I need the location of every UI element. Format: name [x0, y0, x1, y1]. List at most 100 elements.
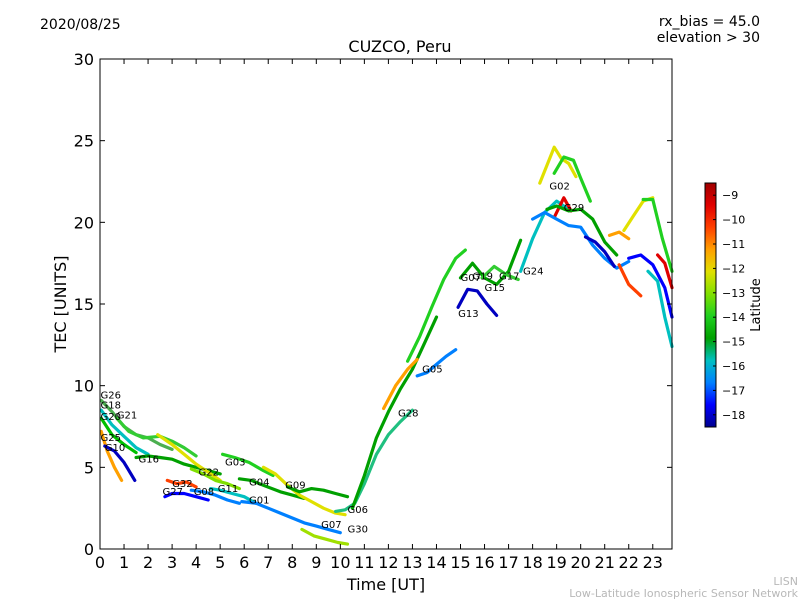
- x-tick-label: 0: [95, 553, 105, 572]
- series-line-g29d: [583, 235, 616, 268]
- series-line-g03: [221, 452, 275, 478]
- y-tick-label: 25: [74, 132, 94, 151]
- rx-bias-param: rx_bias = 45.0: [658, 14, 760, 30]
- x-tick-label: 17: [498, 553, 518, 572]
- x-tick-label: 18: [522, 553, 542, 572]
- series-line-g02b: [552, 155, 592, 203]
- satellite-label: G28: [398, 409, 418, 420]
- colorbar-tick-label: −17: [722, 384, 745, 397]
- chart-title: CUZCO, Peru: [348, 37, 452, 56]
- series-line-g25: [99, 429, 124, 482]
- satellite-label: G05: [422, 365, 442, 376]
- satellite-label: G27: [163, 487, 183, 498]
- x-tick-label: 4: [191, 553, 201, 572]
- parameters-block: rx_bias = 45.0 elevation > 30: [657, 14, 760, 46]
- colorbar-gradient: [704, 182, 717, 428]
- x-tick-label: 5: [215, 553, 225, 572]
- satellite-label: G32: [172, 479, 192, 490]
- colorbar-tick-label: −11: [722, 238, 745, 251]
- satellite-label: G09: [285, 481, 305, 492]
- date-label: 2020/08/25: [40, 17, 121, 33]
- satellite-label: G18: [101, 401, 121, 412]
- x-axis: 0 1 2 3 4 5 6 7 8 9 10 11 12 13 14 15 16 17 18 19 20 21 22 23: [95, 59, 663, 572]
- series-line-g28: [350, 315, 439, 510]
- series-line-g08: [189, 488, 241, 505]
- series-line-g31: [622, 196, 655, 233]
- satellite-label: G26: [101, 391, 121, 402]
- satellite-label: G06: [348, 505, 368, 516]
- x-tick-label: 2: [143, 553, 153, 572]
- y-tick-label: 10: [74, 377, 94, 396]
- satellite-label: G07: [321, 520, 341, 531]
- series-line-g20: [99, 416, 138, 455]
- credit-short: LISN: [773, 575, 798, 588]
- x-tick-label: 23: [643, 553, 663, 572]
- satellite-label: G17: [499, 272, 519, 283]
- satellite-label: G13: [458, 309, 478, 320]
- series-line-g09: [261, 465, 347, 517]
- network-credit: LISN Low-Latitude Ionospheric Sensor Net…: [569, 576, 798, 600]
- satellite-label: G29: [564, 203, 584, 214]
- x-tick-label: 11: [354, 553, 374, 572]
- colorbar-tick-label: −10: [722, 214, 745, 227]
- colorbar-tick-label: −14: [722, 311, 745, 324]
- x-tick-label: 9: [311, 553, 321, 572]
- series-line-g02: [538, 145, 578, 185]
- satellite-label: G20: [101, 412, 121, 423]
- satellite-label: G11: [218, 484, 238, 495]
- satellite-label: G02: [549, 182, 569, 193]
- colorbar-label: Latitude: [749, 278, 764, 332]
- y-tick-label: 15: [74, 295, 94, 314]
- series-line-g23: [156, 433, 222, 482]
- series-line-g29c: [531, 210, 631, 270]
- series-line-g21: [115, 416, 198, 458]
- latitude-colorbar: −9 −10 −11 −12 −13 −14 −15 −16 −17 −18: [704, 182, 745, 428]
- series-group: [99, 145, 674, 546]
- satellite-label: G10: [105, 443, 125, 454]
- y-axis-label: TEC [UNITS]: [51, 256, 70, 354]
- colorbar-tick-label: −15: [722, 336, 745, 349]
- x-axis-label: Time [UT]: [346, 575, 425, 594]
- colorbar-tick-label: −16: [722, 360, 745, 373]
- x-tick-label: 8: [287, 553, 297, 572]
- satellite-label: G21: [117, 410, 137, 421]
- series-line-g29b: [545, 204, 619, 257]
- x-tick-label: 10: [330, 553, 350, 572]
- satellite-label: G03: [225, 458, 245, 469]
- series-line-g31b: [641, 197, 674, 273]
- series-line-g31f: [607, 230, 631, 241]
- colorbar-tick-label: −18: [722, 409, 745, 422]
- series-line-g31c: [617, 263, 643, 298]
- satellite-label: G01: [249, 495, 269, 506]
- y-axis: 0 5 10 15 20 25 30: [74, 50, 672, 559]
- satellite-label: G16: [139, 454, 159, 465]
- y-tick-label: 20: [74, 213, 94, 232]
- y-tick-label: 5: [84, 458, 94, 477]
- satellite-label: G07: [461, 273, 481, 284]
- satellite-label: G25: [101, 433, 121, 444]
- satellite-label: G24: [523, 267, 543, 278]
- x-tick-label: 1: [119, 553, 129, 572]
- series-line-g32: [165, 478, 198, 489]
- satellite-label: G30: [348, 525, 368, 536]
- x-tick-label: 15: [450, 553, 470, 572]
- series-line-g31e: [646, 269, 674, 349]
- series-line-g29: [552, 196, 573, 219]
- x-tick-label: 14: [426, 553, 446, 572]
- x-tick-label: 6: [239, 553, 249, 572]
- series-line-g18: [99, 408, 150, 456]
- x-tick-label: 3: [167, 553, 177, 572]
- series-line-g10: [103, 444, 137, 482]
- credit-full: Low-Latitude Ionospheric Sensor Network: [569, 587, 798, 600]
- satellite-label: G19: [473, 272, 493, 283]
- series-line-g13: [406, 248, 467, 363]
- series-line-g22: [189, 467, 241, 491]
- satellite-label: G08: [194, 487, 214, 498]
- colorbar-tick-label: −12: [722, 262, 745, 275]
- series-line-g30: [300, 527, 350, 546]
- series-line-g07: [285, 485, 350, 499]
- series-line-g17: [480, 264, 520, 282]
- series-line-g31g: [656, 253, 674, 290]
- series-line-g01: [240, 500, 342, 535]
